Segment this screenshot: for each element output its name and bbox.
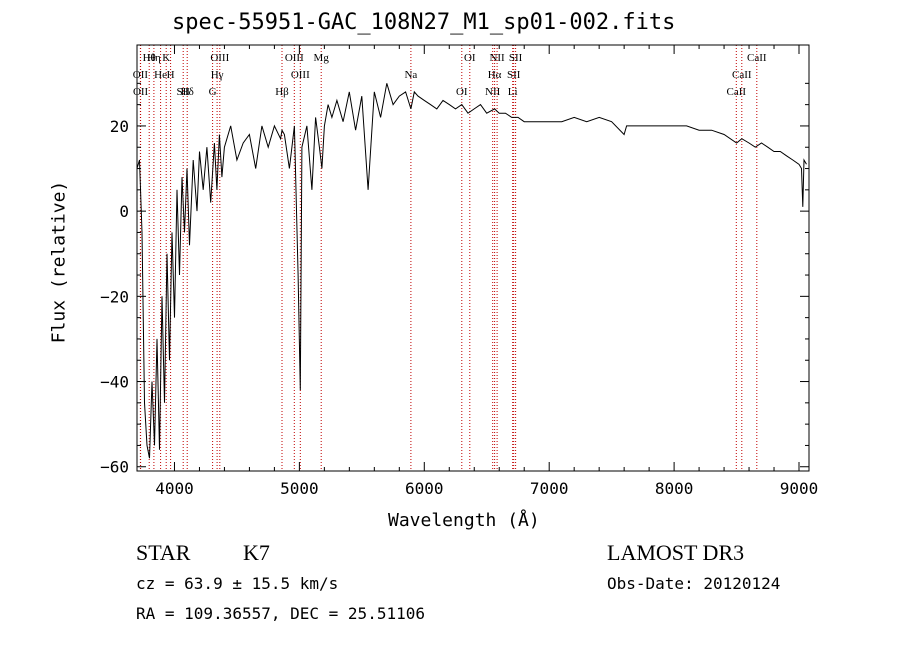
line-label: Hβ bbox=[275, 86, 289, 98]
spectrum-series bbox=[136, 83, 807, 459]
line-label: Na bbox=[404, 69, 417, 81]
line-label: K bbox=[162, 52, 170, 64]
redshift-info: cz = 63.9 ± 15.5 km/s bbox=[136, 574, 339, 593]
y-axis-label: Flux (relative) bbox=[48, 180, 70, 344]
x-tick-label: 5000 bbox=[280, 479, 319, 498]
line-label: OIII bbox=[210, 52, 229, 64]
line-label: OII bbox=[133, 86, 149, 98]
line-label: NII bbox=[485, 86, 501, 98]
y-tick-label: 0 bbox=[119, 202, 129, 221]
line-label: Hγ bbox=[211, 69, 224, 81]
line-label: Li bbox=[508, 86, 518, 98]
object-class: STAR bbox=[136, 540, 191, 565]
line-label: OII bbox=[133, 69, 149, 81]
line-label: OIII bbox=[285, 52, 304, 64]
line-label: Hδ bbox=[181, 86, 194, 98]
line-label: OI bbox=[456, 86, 468, 98]
line-label: H bbox=[167, 69, 175, 81]
line-label: SII bbox=[507, 69, 521, 81]
coordinates: RA = 109.36557, DEC = 25.51106 bbox=[136, 604, 425, 623]
x-axis-label: Wavelength (Å) bbox=[388, 510, 540, 531]
line-label: Hα bbox=[488, 69, 502, 81]
chart-title: spec-55951-GAC_108N27_M1_sp01-002.fits bbox=[172, 10, 676, 35]
line-label: CaII bbox=[732, 69, 752, 81]
line-label: CaII bbox=[727, 86, 747, 98]
line-label: OI bbox=[464, 52, 476, 64]
emission-line-markers bbox=[139, 45, 758, 471]
line-label: He bbox=[154, 69, 167, 81]
y-tick-label: −20 bbox=[100, 287, 129, 306]
series-line bbox=[136, 83, 807, 459]
line-label: NII bbox=[489, 52, 505, 64]
y-tick-label: 20 bbox=[110, 117, 129, 136]
line-label: SII bbox=[509, 52, 523, 64]
plot-frame bbox=[136, 44, 810, 472]
x-tick-label: 6000 bbox=[405, 479, 444, 498]
x-tick-label: 9000 bbox=[780, 479, 819, 498]
survey-name: LAMOST DR3 bbox=[607, 540, 745, 565]
axes: 4000 5000 6000 7000 8000 9000 −60 −40 −20 0 20 bbox=[100, 45, 818, 498]
line-label: OIII bbox=[291, 69, 310, 81]
obs-date: Obs-Date: 20120124 bbox=[607, 574, 781, 593]
line-label: CaII bbox=[747, 52, 767, 64]
line-labels: HθOIIOIIKHeSIIHηHHδOIIIHγGOIIIOIIIHβMgNa… bbox=[133, 52, 767, 98]
spectrum-chart: 4000 5000 6000 7000 8000 9000 −60 −40 −20 0 20 Hθ O… bbox=[100, 44, 818, 498]
object-subclass: K7 bbox=[243, 540, 270, 565]
line-label: Hθ bbox=[143, 52, 156, 64]
x-tick-label: 4000 bbox=[155, 479, 194, 498]
line-label: G bbox=[209, 86, 217, 98]
y-tick-label: −60 bbox=[100, 458, 129, 477]
line-label: Hη bbox=[147, 52, 161, 64]
line-label: Mg bbox=[314, 52, 330, 64]
x-tick-label: 8000 bbox=[655, 479, 694, 498]
y-tick-label: −40 bbox=[100, 373, 129, 392]
line-label: SII bbox=[176, 86, 190, 98]
x-tick-label: 7000 bbox=[530, 479, 569, 498]
